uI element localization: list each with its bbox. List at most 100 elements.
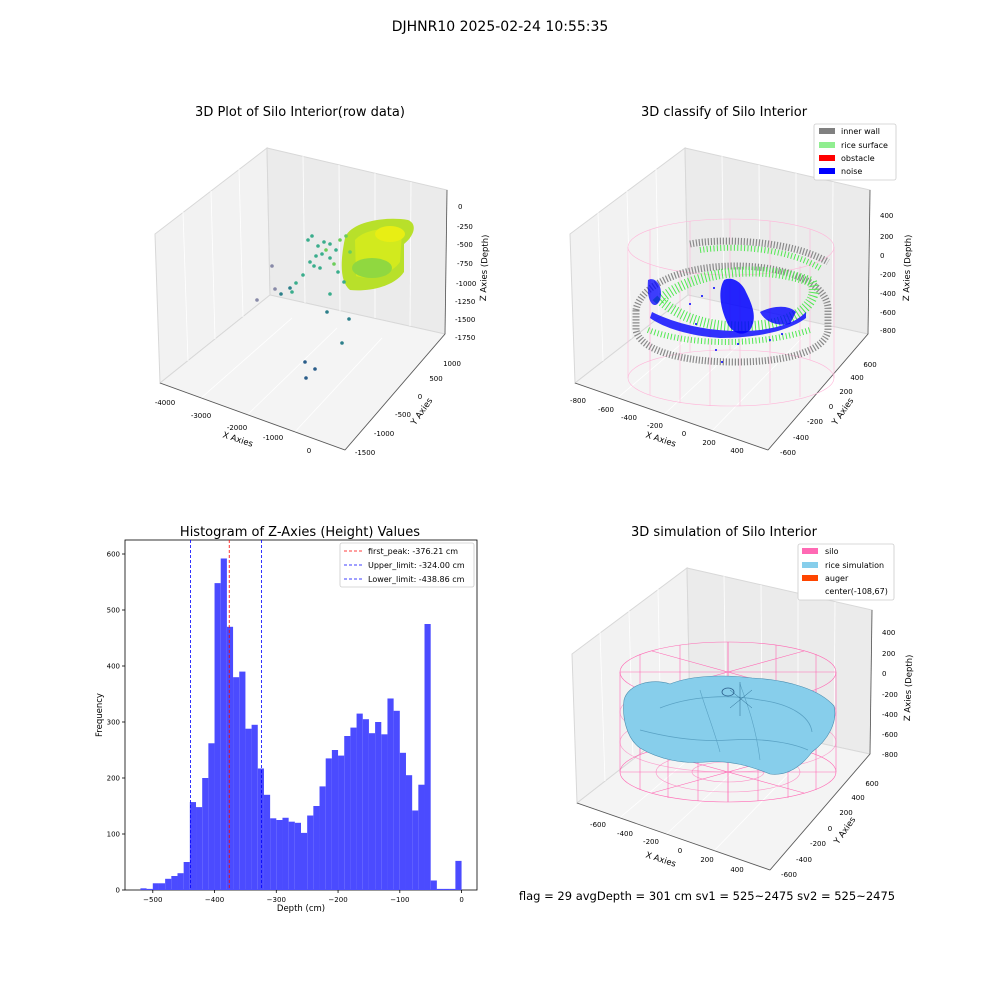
classify-x-tick: -400	[621, 414, 637, 422]
y-tick-label: 600	[107, 551, 120, 559]
raw-x-tick: -2000	[227, 424, 247, 432]
classify-y-tick: -400	[793, 434, 809, 442]
histogram-bar	[436, 888, 444, 890]
histogram-bar	[177, 873, 184, 890]
raw-y-ticks: -1500 -1000 -500 0 500 1000	[355, 360, 461, 457]
simulation-y-tick: -200	[810, 840, 826, 848]
histogram-y-label: Frequency	[95, 693, 105, 737]
raw-x-tick: -1000	[263, 434, 283, 442]
simulation-x-tick: 400	[730, 866, 743, 874]
simulation-x-tick: 200	[700, 856, 713, 864]
simulation-z-tick: -600	[882, 731, 898, 739]
x-tick-label: −400	[205, 896, 224, 904]
raw-y-tick: 500	[429, 375, 442, 383]
classify-x-ticks: -800 -600 -400 -200 0 200 400	[570, 397, 744, 455]
histogram-bar	[165, 878, 172, 890]
raw-z-tick: -1250	[455, 298, 475, 306]
panel-simulation: 3D simulation of Silo Interior	[571, 525, 915, 879]
simulation-z-ticks: 400 200 0 -200 -400 -600 -800	[882, 629, 898, 759]
raw-x-tick: -3000	[191, 412, 211, 420]
simulation-z-tick: -400	[882, 711, 898, 719]
panel-histogram: Histogram of Z-Axies (Height) Values −50…	[95, 525, 478, 914]
simulation-z-tick: -800	[882, 751, 898, 759]
raw-z-tick: -1500	[455, 316, 475, 324]
simulation-x-tick: 0	[678, 847, 682, 855]
histogram-bar	[251, 724, 258, 890]
histogram-bar	[405, 775, 413, 890]
simulation-y-tick: -600	[781, 871, 797, 879]
raw-y-tick: -1000	[374, 430, 394, 438]
histogram-bar	[233, 677, 240, 890]
legend-label-center: center(-108,67)	[825, 587, 888, 596]
histogram-bar	[214, 583, 221, 890]
histogram-x-label: Depth (cm)	[277, 904, 325, 914]
histogram-bar	[381, 734, 388, 890]
simulation-z-label: Z Axies (Depth)	[903, 654, 915, 721]
simulation-y-label: Y Axies	[832, 815, 859, 847]
classify-z-label: Z Axies (Depth)	[902, 234, 914, 301]
raw-y-tick: -500	[395, 411, 411, 419]
histogram-bar	[202, 778, 209, 890]
legend-swatch-noise	[819, 168, 835, 174]
histogram-bar	[319, 786, 326, 890]
legend-label-rice-simulation: rice simulation	[825, 561, 884, 570]
classify-y-tick: 600	[863, 361, 876, 369]
classify-y-tick: 0	[829, 403, 833, 411]
legend-swatch-silo	[802, 548, 818, 554]
histogram-title: Histogram of Z-Axies (Height) Values	[180, 525, 420, 540]
simulation-z-tick: 0	[882, 670, 886, 678]
classify-x-tick: 0	[682, 430, 686, 438]
histogram-bar	[443, 888, 450, 890]
classify-z-tick: -600	[880, 309, 896, 317]
histogram-bar	[301, 832, 308, 890]
classify-z-tick: -400	[880, 290, 896, 298]
classify-x-label: X Axies	[644, 430, 677, 449]
simulation-x-tick: -200	[643, 838, 659, 846]
simulation-z-tick: -200	[882, 691, 898, 699]
raw-z-ticks: 0 -250 -500 -750 -1000 -1250 -1500 -1750	[455, 203, 476, 342]
x-tick-label: −200	[328, 896, 347, 904]
legend-label-silo: silo	[825, 547, 839, 556]
simulation-y-tick: 200	[839, 809, 852, 817]
simulation-y-tick: 400	[851, 794, 864, 802]
legend-swatch-obstacle	[819, 155, 835, 161]
raw-y-tick: -1500	[355, 449, 375, 457]
classify-x-tick: -600	[598, 406, 614, 414]
simulation-y-ticks: -600 -400 -200 0 200 400 600	[781, 780, 879, 879]
x-tick-label: 0	[459, 896, 463, 904]
histogram-bar	[338, 755, 345, 890]
x-tick-label: −100	[390, 896, 409, 904]
classify-rice-surface-points	[646, 244, 822, 345]
histogram-bar	[158, 883, 166, 890]
panel-raw-title: 3D Plot of Silo Interior(row data)	[195, 105, 405, 120]
panel-classify: 3D classify of Silo Interior	[569, 105, 914, 457]
histogram-bar	[455, 860, 462, 890]
classify-y-ticks: -600 -400 -200 0 200 400 600	[780, 361, 877, 457]
panel-simulation-title: 3D simulation of Silo Interior	[631, 525, 818, 540]
classify-y-tick: 400	[850, 374, 863, 382]
raw-z-tick: -750	[457, 260, 473, 268]
panel-raw-data: 3D Plot of Silo Interior(row data) -4000…	[154, 105, 491, 457]
y-tick-label: 200	[107, 775, 120, 783]
legend-label-obstacle: obstacle	[841, 154, 875, 163]
raw-3d-axes-box	[154, 147, 448, 451]
histogram-bar	[146, 888, 153, 890]
classify-grid-lines	[597, 155, 834, 436]
histogram-bar	[226, 626, 234, 890]
histogram-bar	[449, 888, 456, 890]
classify-z-tick: 0	[880, 252, 884, 260]
raw-y-tick: 1000	[443, 360, 461, 368]
y-tick-label: 0	[116, 887, 120, 895]
raw-y-tick: 0	[418, 393, 422, 401]
legend-label-inner-wall: inner wall	[841, 127, 880, 136]
histogram-bar	[430, 880, 437, 890]
histogram-bar	[220, 558, 227, 890]
classify-legend: inner wall rice surface obstacle noise	[813, 123, 897, 181]
histogram-bar	[183, 862, 190, 890]
raw-x-tick: -4000	[155, 399, 175, 407]
classify-z-tick: -200	[880, 271, 896, 279]
raw-z-tick: -1000	[456, 280, 476, 288]
histogram-bar	[362, 719, 369, 890]
classify-y-tick: -200	[807, 418, 823, 426]
simulation-x-ticks: -600 -400 -200 0 200 400	[590, 821, 744, 874]
